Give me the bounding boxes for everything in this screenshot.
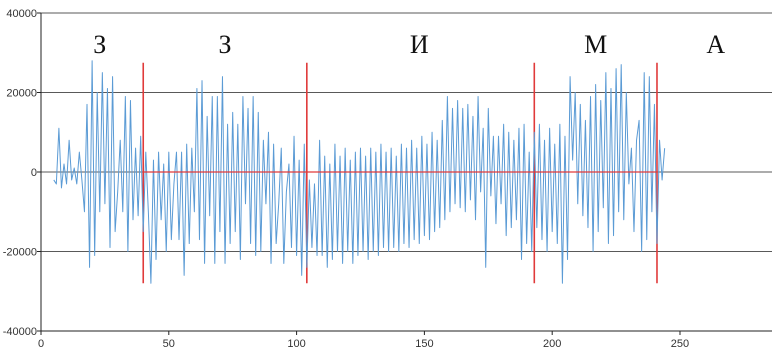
x-tick-label: 0 — [38, 338, 44, 350]
series-layer — [53, 60, 666, 284]
x-tick-label: 150 — [415, 338, 433, 350]
x-tick-label: 250 — [671, 338, 689, 350]
segment-letter-label: М — [584, 30, 607, 59]
x-axis-ticks: 0 50 100 150 200 250 — [38, 331, 689, 350]
y-axis-ticks: -40000 -20000 0 20000 40000 — [3, 8, 41, 338]
y-tick-label: -20000 — [3, 247, 37, 259]
y-tick-label: -40000 — [3, 326, 37, 338]
y-tick-label: 40000 — [6, 8, 37, 20]
x-tick-label: 50 — [163, 338, 175, 350]
segment-letter-label: А — [706, 30, 725, 59]
segment-letter-label: З — [219, 30, 232, 59]
y-tick-label: 20000 — [6, 88, 37, 100]
segment-markers — [142, 62, 658, 284]
segment-letter-label: И — [410, 30, 429, 59]
x-tick-label: 200 — [543, 338, 561, 350]
y-tick-label: 0 — [31, 167, 37, 179]
x-tick-label: 100 — [287, 338, 305, 350]
segment-letter-label: З — [93, 30, 106, 59]
waveform-series-line — [53, 60, 666, 284]
